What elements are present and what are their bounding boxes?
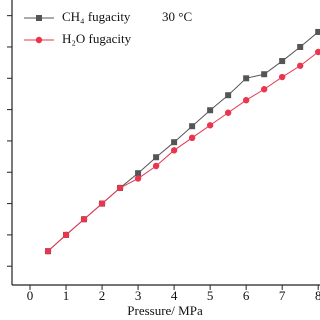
point bbox=[189, 123, 196, 130]
x-axis-label: Pressure/ MPa bbox=[127, 303, 203, 318]
point bbox=[225, 92, 232, 99]
x-tick-label: 8 bbox=[315, 288, 320, 303]
point bbox=[170, 147, 178, 154]
point bbox=[171, 139, 178, 146]
x-tick-label: 2 bbox=[99, 288, 106, 303]
legend-label: H₂O fugacity bbox=[62, 31, 132, 46]
point bbox=[153, 154, 160, 161]
point bbox=[44, 247, 52, 255]
point bbox=[279, 58, 286, 65]
x-tick-label: 0 bbox=[27, 288, 34, 303]
x-tick-label: 6 bbox=[243, 288, 250, 303]
point bbox=[296, 62, 304, 69]
annotation: 30 °C bbox=[162, 9, 192, 24]
x-tick-label: 7 bbox=[279, 288, 286, 303]
x-tick-label: 1 bbox=[63, 288, 70, 303]
point bbox=[98, 200, 106, 207]
point bbox=[206, 122, 214, 129]
point bbox=[62, 231, 70, 239]
x-tick-label: 3 bbox=[135, 288, 142, 303]
point bbox=[134, 175, 142, 182]
point bbox=[242, 97, 250, 104]
point bbox=[260, 86, 268, 93]
point bbox=[261, 71, 268, 78]
series-line bbox=[47, 31, 319, 252]
point bbox=[80, 216, 88, 223]
legend-marker bbox=[36, 15, 42, 21]
point bbox=[135, 170, 142, 177]
point bbox=[278, 73, 286, 81]
series-line bbox=[47, 51, 319, 252]
point bbox=[243, 75, 250, 82]
point bbox=[188, 134, 196, 142]
x-tick-label: 5 bbox=[207, 288, 214, 303]
legend-label: CH₄ fugacity bbox=[62, 9, 131, 24]
x-tick-label: 4 bbox=[171, 288, 178, 303]
point bbox=[315, 28, 320, 35]
legend-marker bbox=[35, 36, 43, 44]
point bbox=[152, 162, 160, 170]
point bbox=[297, 43, 304, 50]
point bbox=[314, 48, 320, 56]
point bbox=[224, 109, 232, 116]
point bbox=[207, 107, 214, 114]
point bbox=[116, 184, 124, 192]
